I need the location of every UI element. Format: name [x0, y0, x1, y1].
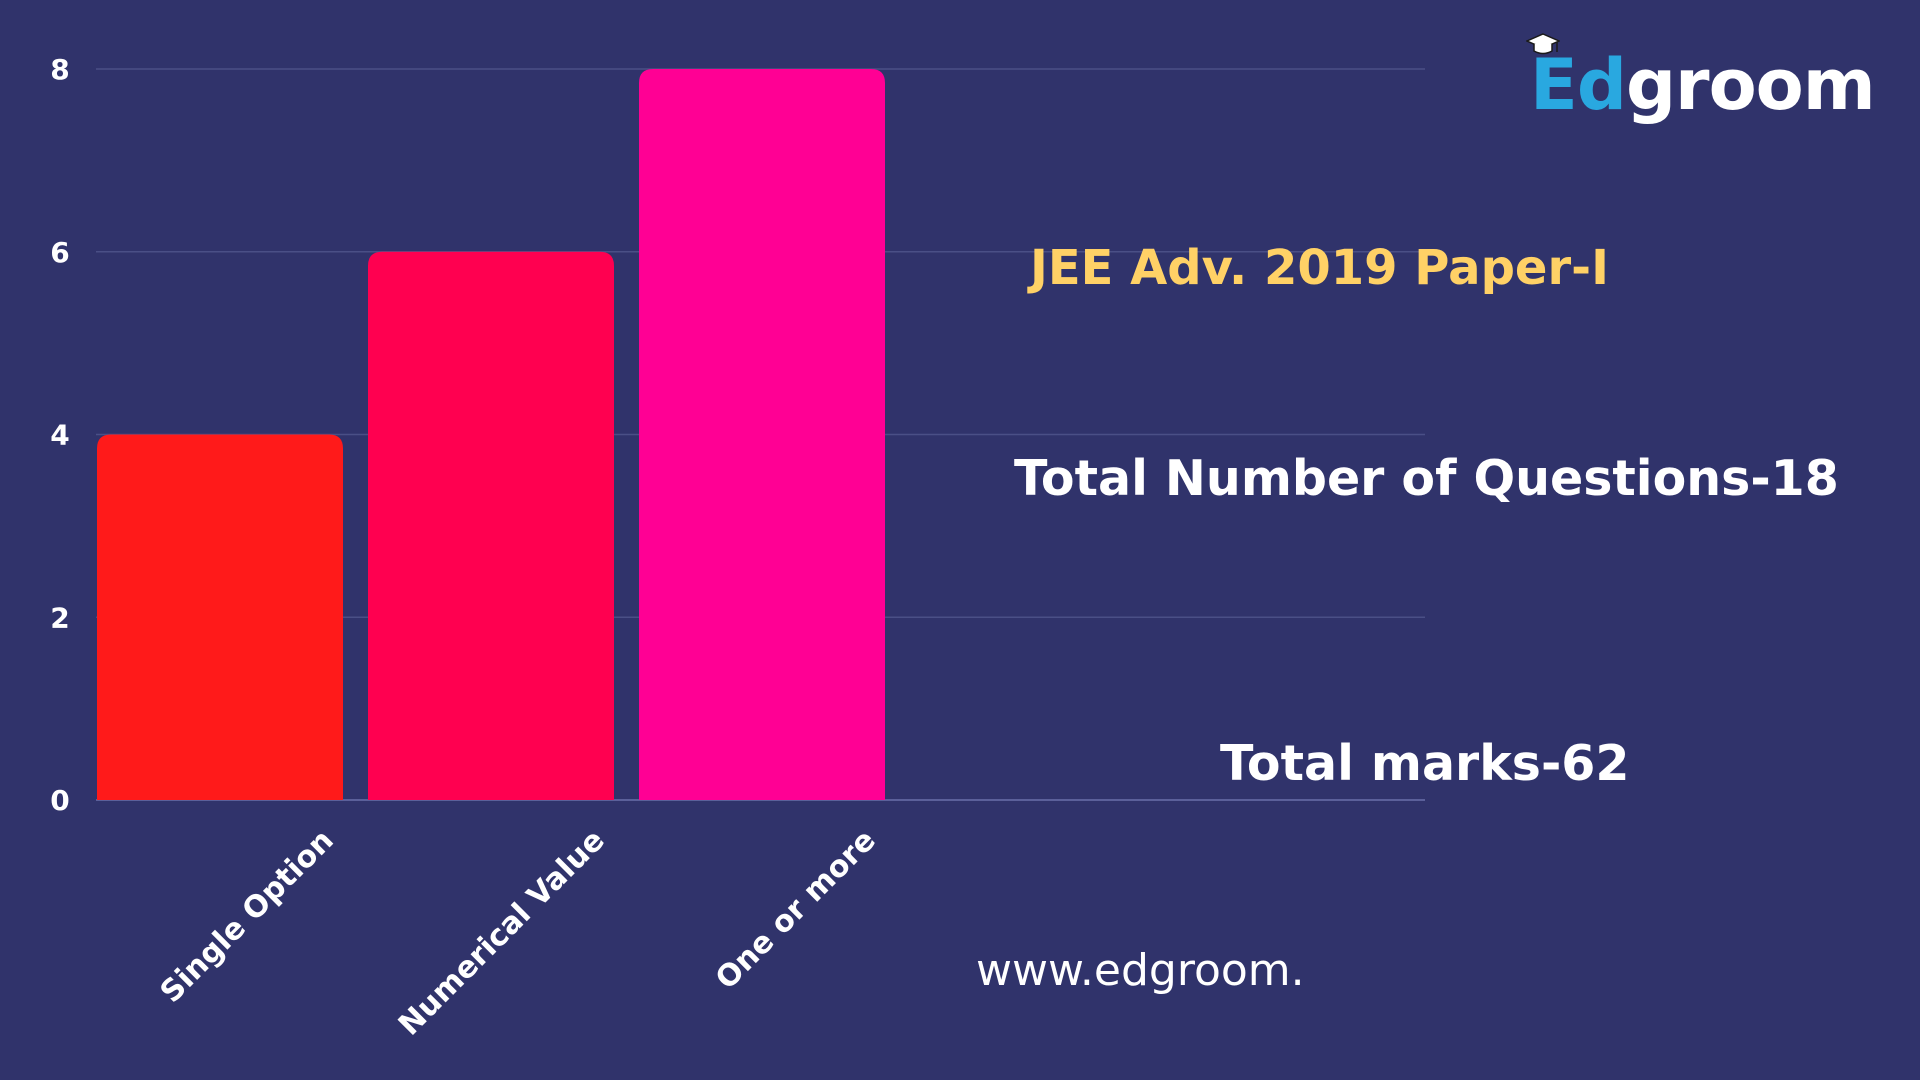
logo-part-ed: Ed [1530, 44, 1627, 126]
x-tick-label: Numerical Value [392, 823, 612, 1043]
logo-part-groom: groom [1625, 44, 1876, 126]
bar-one-or-more [639, 69, 885, 800]
logo-wordmark: Edgroom [1530, 44, 1876, 126]
edgroom-logo: Edgroom [1520, 30, 1900, 140]
y-tick-label: 0 [50, 784, 69, 817]
bar-single-option [97, 434, 343, 800]
y-tick-label: 6 [50, 236, 69, 269]
website-text: www.edgroom. [976, 945, 1305, 996]
x-tick-label: One or more [709, 823, 883, 997]
graduation-cap-icon [1526, 33, 1560, 55]
chart-title: JEE Adv. 2019 Paper-I [1030, 240, 1609, 296]
y-tick-label: 2 [50, 601, 69, 634]
total-questions-text: Total Number of Questions-18 [1014, 450, 1839, 507]
y-tick-label: 4 [50, 419, 69, 452]
x-tick-label: Single Option [154, 823, 341, 1010]
y-tick-label: 8 [50, 53, 69, 86]
bar-numerical-value [368, 251, 614, 800]
total-marks-text: Total marks-62 [1220, 735, 1630, 792]
